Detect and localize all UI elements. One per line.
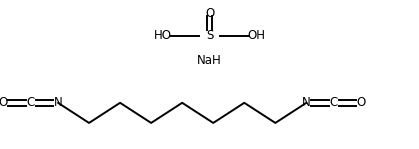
Text: N: N <box>302 96 311 109</box>
Text: O: O <box>357 96 366 109</box>
Text: NaH: NaH <box>197 54 222 67</box>
Text: S: S <box>206 29 213 42</box>
Text: HO: HO <box>154 29 172 42</box>
Text: C: C <box>330 96 338 109</box>
Text: O: O <box>0 96 8 109</box>
Text: OH: OH <box>247 29 265 42</box>
Text: N: N <box>54 96 62 109</box>
Text: C: C <box>26 96 35 109</box>
Text: O: O <box>205 7 214 20</box>
